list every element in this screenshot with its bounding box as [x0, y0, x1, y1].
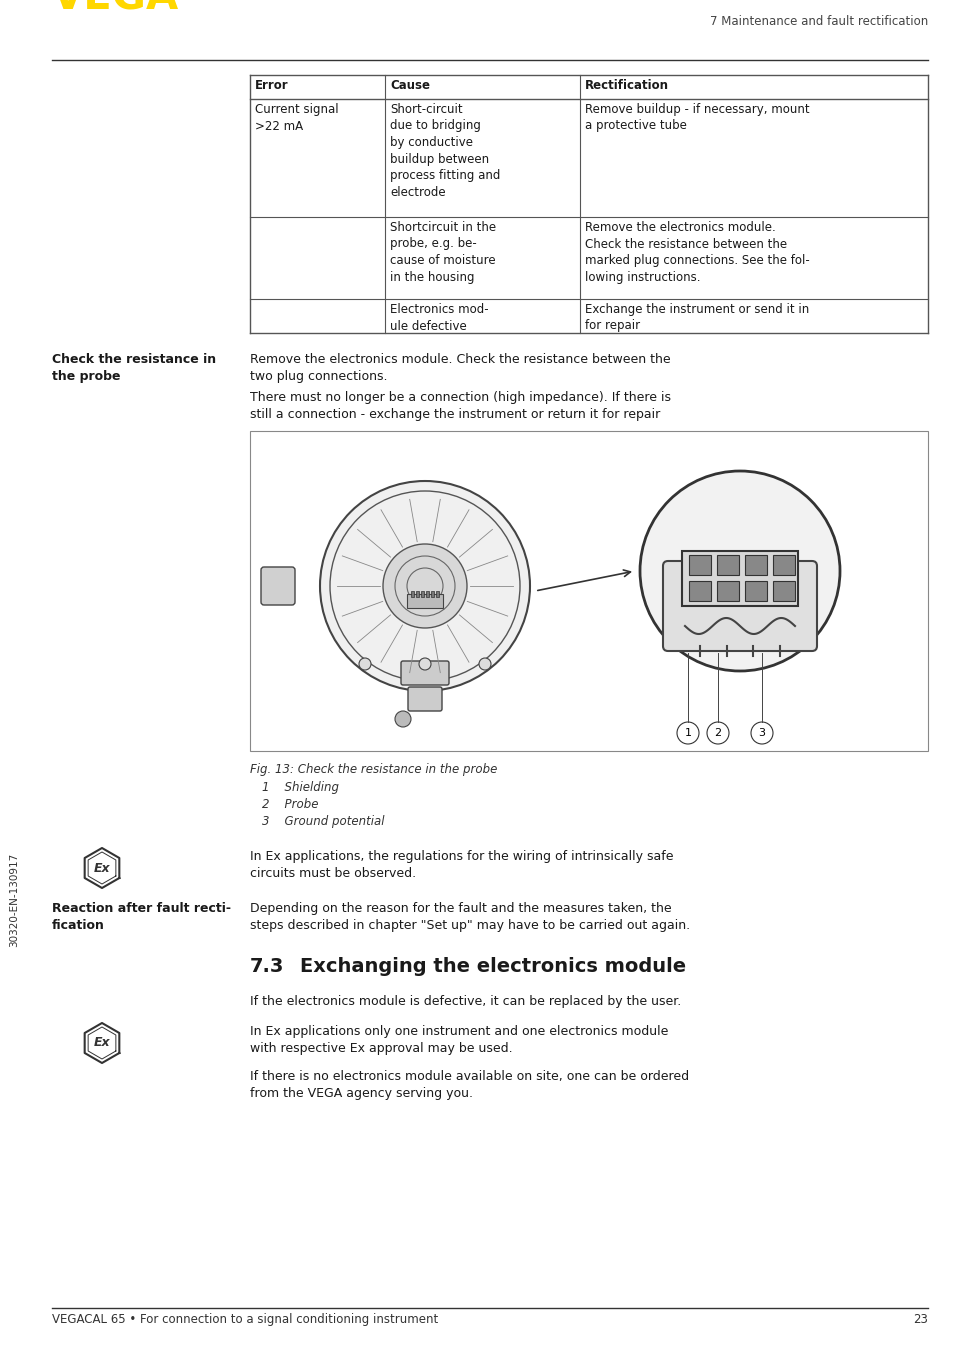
FancyBboxPatch shape: [400, 661, 449, 685]
Text: 2: 2: [714, 728, 720, 738]
Text: In Ex applications, the regulations for the wiring of intrinsically safe
circuit: In Ex applications, the regulations for …: [250, 850, 673, 880]
Circle shape: [677, 722, 699, 743]
Text: 30320-EN-130917: 30320-EN-130917: [9, 853, 19, 948]
Circle shape: [706, 722, 728, 743]
Circle shape: [750, 722, 772, 743]
Text: 23: 23: [912, 1313, 927, 1326]
Text: Exchange the instrument or send it in
for repair: Exchange the instrument or send it in fo…: [584, 303, 808, 333]
Text: If the electronics module is defective, it can be replaced by the user.: If the electronics module is defective, …: [250, 995, 680, 1007]
FancyBboxPatch shape: [420, 590, 423, 597]
FancyBboxPatch shape: [717, 555, 739, 575]
Circle shape: [358, 658, 371, 670]
Text: Reaction after fault recti-
fication: Reaction after fault recti- fication: [52, 902, 231, 932]
Text: Remove the electronics module. Check the resistance between the
two plug connect: Remove the electronics module. Check the…: [250, 353, 670, 383]
Text: Check the resistance in
the probe: Check the resistance in the probe: [52, 353, 216, 383]
Text: Short-circuit
due to bridging
by conductive
buildup between
process fitting and
: Short-circuit due to bridging by conduct…: [390, 103, 500, 199]
Text: VEGA: VEGA: [52, 0, 179, 18]
FancyBboxPatch shape: [250, 431, 927, 751]
Text: Exchanging the electronics module: Exchanging the electronics module: [299, 957, 685, 976]
Circle shape: [418, 658, 431, 670]
Text: Rectification: Rectification: [584, 79, 668, 92]
Circle shape: [319, 481, 530, 691]
Circle shape: [382, 544, 467, 628]
FancyBboxPatch shape: [688, 555, 710, 575]
FancyBboxPatch shape: [744, 555, 766, 575]
Text: Shortcircuit in the
probe, e.g. be-
cause of moisture
in the housing: Shortcircuit in the probe, e.g. be- caus…: [390, 221, 496, 283]
Text: Current signal
>22 mA: Current signal >22 mA: [254, 103, 338, 133]
FancyBboxPatch shape: [408, 686, 441, 711]
FancyBboxPatch shape: [772, 555, 794, 575]
Circle shape: [639, 471, 840, 672]
FancyBboxPatch shape: [426, 590, 429, 597]
Text: Remove buildup - if necessary, mount
a protective tube: Remove buildup - if necessary, mount a p…: [584, 103, 809, 133]
Text: 3: 3: [758, 728, 764, 738]
FancyBboxPatch shape: [407, 594, 442, 608]
FancyBboxPatch shape: [688, 581, 710, 601]
FancyBboxPatch shape: [436, 590, 438, 597]
Text: If there is no electronics module available on site, one can be ordered
from the: If there is no electronics module availa…: [250, 1070, 688, 1099]
Text: Ex: Ex: [93, 1037, 111, 1049]
FancyBboxPatch shape: [772, 581, 794, 601]
Text: 2    Probe: 2 Probe: [262, 798, 318, 811]
Circle shape: [395, 711, 411, 727]
Text: Cause: Cause: [390, 79, 430, 92]
Text: 1    Shielding: 1 Shielding: [262, 781, 338, 793]
FancyBboxPatch shape: [744, 581, 766, 601]
FancyBboxPatch shape: [717, 581, 739, 601]
Text: 3    Ground potential: 3 Ground potential: [262, 815, 384, 829]
Text: Ex: Ex: [93, 861, 111, 875]
Text: Depending on the reason for the fault and the measures taken, the
steps describe: Depending on the reason for the fault an…: [250, 902, 689, 932]
Text: Error: Error: [254, 79, 289, 92]
Text: 1: 1: [684, 728, 691, 738]
Text: 7.3: 7.3: [250, 957, 284, 976]
Text: VEGACAL 65 • For connection to a signal conditioning instrument: VEGACAL 65 • For connection to a signal …: [52, 1313, 437, 1326]
Circle shape: [478, 658, 491, 670]
Text: There must no longer be a connection (high impedance). If there is
still a conne: There must no longer be a connection (hi…: [250, 391, 670, 421]
FancyBboxPatch shape: [681, 551, 797, 607]
FancyBboxPatch shape: [431, 590, 434, 597]
Text: 7 Maintenance and fault rectification: 7 Maintenance and fault rectification: [709, 15, 927, 28]
Text: Remove the electronics module.
Check the resistance between the
marked plug conn: Remove the electronics module. Check the…: [584, 221, 809, 283]
FancyBboxPatch shape: [411, 590, 414, 597]
Text: Fig. 13: Check the resistance in the probe: Fig. 13: Check the resistance in the pro…: [250, 764, 497, 776]
Text: Electronics mod-
ule defective: Electronics mod- ule defective: [390, 303, 488, 333]
FancyBboxPatch shape: [416, 590, 418, 597]
Text: In Ex applications only one instrument and one electronics module
with respectiv: In Ex applications only one instrument a…: [250, 1025, 668, 1055]
FancyBboxPatch shape: [261, 567, 294, 605]
FancyBboxPatch shape: [662, 561, 816, 651]
